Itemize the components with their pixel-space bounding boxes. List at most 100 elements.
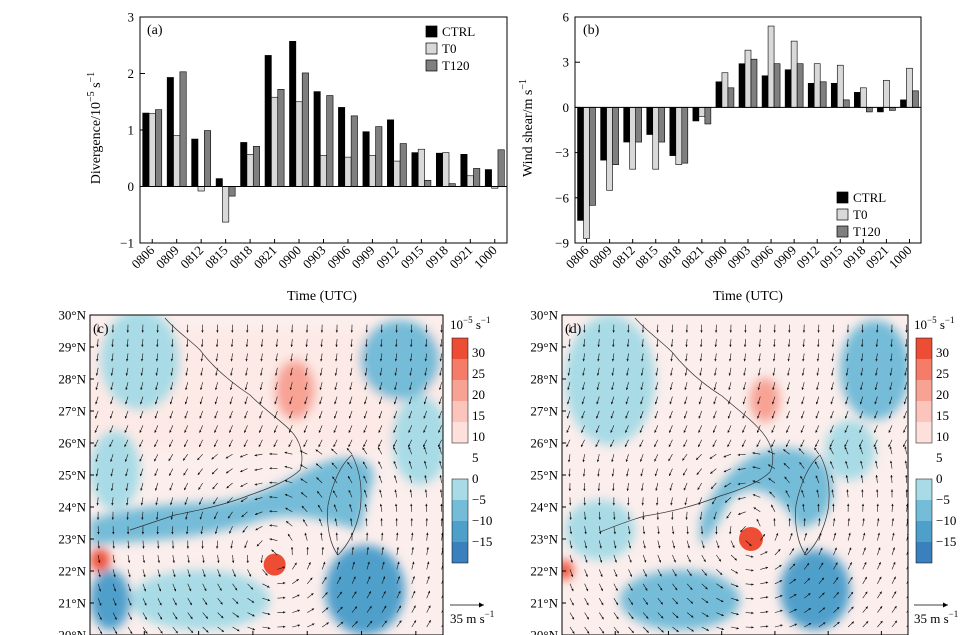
panel-c-colorbar-unit-tail: s (473, 317, 481, 332)
bar-CTRL-0812 (192, 139, 198, 186)
legend-swatch-CTRL (426, 26, 437, 37)
bar-T120-1000 (498, 150, 504, 187)
panel-c-colorbar-unit: 10−5 s−1 (450, 315, 490, 332)
bar-T120-0912 (400, 144, 406, 187)
bar-T120-0906 (774, 64, 780, 108)
y-tick-label: 3 (128, 10, 135, 25)
bar-T0-0918 (443, 153, 449, 187)
bar-CTRL-0809 (601, 107, 607, 160)
colorbar-positive-swatch (452, 338, 468, 359)
bar-CTRL-0809 (167, 77, 173, 186)
panel-d-ref-arrowhead (943, 603, 948, 608)
wind-vector-head (443, 620, 445, 622)
bar-T0-0909 (369, 155, 375, 186)
x-tick-label: 0909 (770, 243, 799, 272)
bar-T120-0921 (473, 168, 479, 186)
panel-d-negative-se (780, 550, 850, 630)
x-tick-label: 0921 (863, 243, 892, 272)
bar-T120-0806 (590, 107, 596, 205)
panel-b: −9−6−30360806080908120815081808210900090… (518, 10, 921, 305)
bar-CTRL-0915 (831, 83, 837, 107)
bar-CTRL-0921 (461, 154, 467, 186)
bar-T120-0821 (705, 107, 711, 124)
bar-CTRL-0818 (670, 107, 676, 155)
bar-CTRL-0821 (265, 55, 271, 186)
bar-T0-0815 (653, 107, 659, 169)
lat-tick-label: 23°N (530, 532, 558, 547)
x-tick-label: 0809 (586, 243, 615, 272)
bar-T0-0809 (607, 107, 613, 190)
bar-T120-0912 (820, 82, 826, 108)
bar-T0-0812 (198, 187, 204, 192)
colorbar-positive-swatch (916, 338, 932, 359)
colorbar-positive-swatch (452, 380, 468, 401)
bar-CTRL-0818 (241, 142, 247, 186)
colorbar-negative-swatch (916, 521, 932, 542)
panel-d-map (557, 315, 911, 635)
lat-tick-label: 20°N (58, 628, 86, 635)
lat-tick-label: 23°N (58, 532, 86, 547)
lat-tick-label: 30°N (58, 308, 86, 323)
panel-d-ref-label: 35 m s−1 (914, 609, 958, 626)
x-tick-label: 0900 (701, 243, 730, 272)
colorbar-negative-swatch (916, 500, 932, 521)
colorbar-label: 10 (472, 429, 485, 444)
colorbar-negative-swatch (916, 479, 932, 500)
lat-tick-label: 29°N (530, 340, 558, 355)
bar-T120-0812 (204, 131, 210, 187)
bar-T120-0815 (659, 107, 665, 142)
panel-c-map (90, 310, 448, 635)
bar-CTRL-0912 (387, 120, 393, 187)
panel-c-colorbar: 302520151050−5−10−15 (452, 338, 492, 563)
lat-tick-label: 26°N (530, 436, 558, 451)
panel-c-colorbar-unit-tail-exp: −1 (481, 315, 491, 325)
colorbar-positive-swatch (916, 401, 932, 422)
bar-CTRL-0806 (578, 107, 584, 220)
figure: −101230806080908120815081808210900090309… (0, 0, 973, 635)
panel-d-negative-ne (840, 320, 910, 420)
bar-CTRL-0909 (363, 132, 369, 187)
legend-swatch-T0 (426, 43, 437, 54)
lat-tick-label: 21°N (58, 596, 86, 611)
lat-tick-label: 20°N (530, 628, 558, 635)
bar-T0-0909 (791, 41, 797, 107)
panel-d-colorbar-unit-tail-exp: −1 (945, 315, 955, 325)
x-tick-label: 0821 (678, 243, 707, 272)
panel-a-legend: CTRLT0T120 (426, 24, 475, 73)
y-tick-label: 0 (128, 179, 135, 194)
bar-CTRL-0906 (762, 76, 768, 108)
colorbar-label: 25 (472, 366, 485, 381)
bar-T0-0912 (814, 64, 820, 108)
colorbar-label: −15 (936, 534, 956, 549)
bar-CTRL-0918 (854, 92, 860, 107)
lat-tick-label: 27°N (58, 404, 86, 419)
lat-tick-label: 24°N (58, 500, 86, 515)
bar-CTRL-0918 (436, 153, 442, 186)
panel-b-xlabel: Time (UTC) (713, 289, 783, 304)
panel-c-divergence-max (264, 554, 286, 576)
x-tick-label: 0812 (177, 243, 206, 272)
x-tick-label: 0912 (373, 243, 402, 272)
bar-T120-0900 (302, 73, 308, 187)
y-tick-label: −6 (555, 190, 569, 205)
bar-CTRL-0912 (808, 83, 814, 107)
lat-tick-label: 22°N (58, 564, 86, 579)
colorbar-negative-swatch (452, 521, 468, 542)
panel-a-ylabel-main: Divergence/10 (89, 102, 104, 184)
legend-label-T0: T0 (853, 207, 867, 222)
lat-tick-label: 30°N (530, 308, 558, 323)
bar-CTRL-0812 (624, 107, 630, 142)
colorbar-label: 5 (472, 450, 479, 465)
colorbar-label: 0 (936, 471, 943, 486)
bar-CTRL-0815 (647, 107, 653, 134)
bar-T0-0815 (222, 187, 228, 223)
panel-d-positive-sw (557, 560, 573, 580)
panel-c-negative-se (325, 545, 405, 635)
bar-CTRL-0915 (412, 153, 418, 187)
bar-CTRL-1000 (485, 170, 491, 187)
x-tick-label: 0906 (747, 242, 776, 271)
y-tick-label: −9 (555, 236, 569, 251)
panel-c-negative-e (392, 395, 448, 485)
y-tick-label: −3 (555, 145, 569, 160)
panel-c-positive-sw (90, 548, 110, 572)
